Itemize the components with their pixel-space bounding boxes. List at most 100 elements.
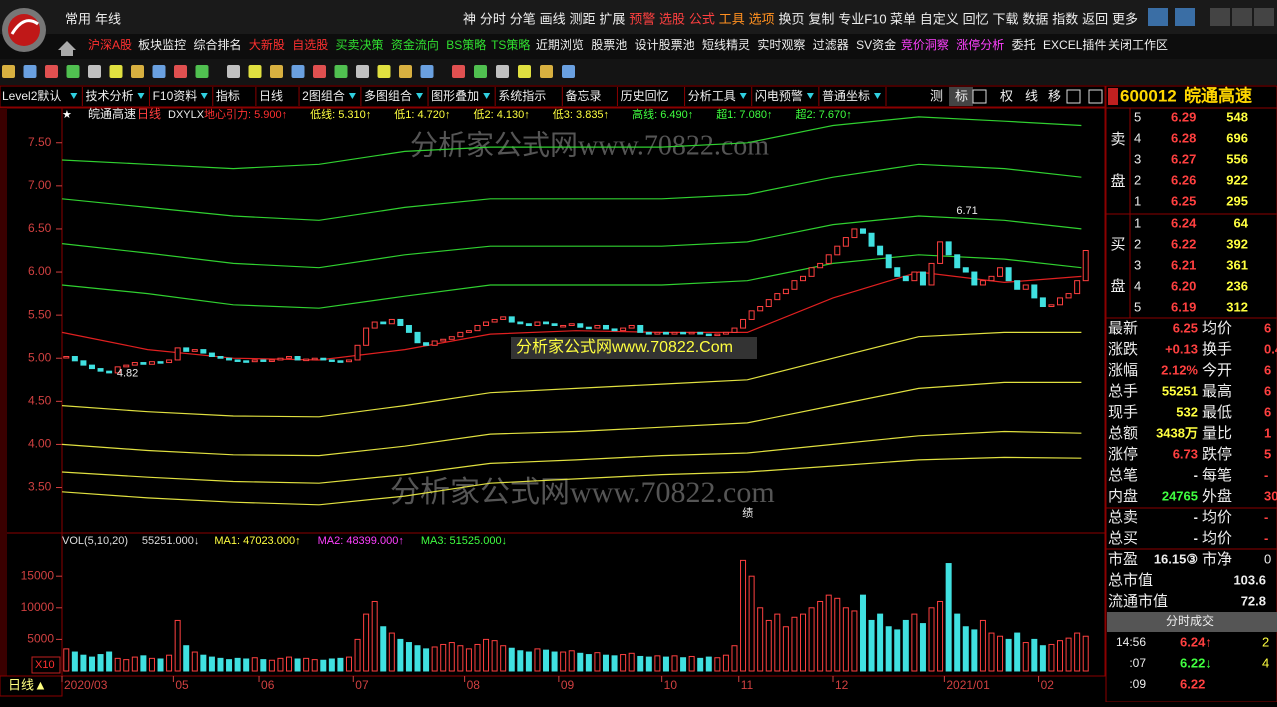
- menu-item[interactable]: 公式: [689, 11, 715, 26]
- tool-icon[interactable]: [2, 65, 15, 78]
- tool-icon[interactable]: [356, 65, 369, 78]
- menu-item[interactable]: 回忆: [963, 11, 989, 26]
- tab[interactable]: 备忘录: [565, 88, 601, 103]
- period-box[interactable]: [0, 675, 63, 697]
- tab-button[interactable]: 线: [1025, 88, 1038, 103]
- nav-item[interactable]: 自选股: [292, 38, 328, 52]
- menu-item[interactable]: 画线: [540, 11, 566, 26]
- tool-icon[interactable]: [227, 65, 240, 78]
- tab-icon[interactable]: [1066, 89, 1081, 104]
- menu-item[interactable]: 更多: [1112, 11, 1138, 26]
- nav-item[interactable]: 竞价洞察: [901, 38, 949, 52]
- tab[interactable]: 2图组合: [302, 88, 345, 103]
- tool-icon[interactable]: [377, 65, 391, 78]
- tool-icon[interactable]: [152, 65, 166, 78]
- tab-icon[interactable]: [1088, 89, 1103, 104]
- menu-item[interactable]: 分笔: [510, 11, 536, 26]
- tool-icon[interactable]: [248, 65, 262, 78]
- tool-icon[interactable]: [270, 65, 283, 78]
- dropdown-arrow[interactable]: [483, 93, 491, 99]
- nav-item[interactable]: 设计股票池: [635, 38, 695, 52]
- nav-item[interactable]: 过滤器: [813, 38, 849, 52]
- nav-item[interactable]: 实时观察: [757, 37, 805, 52]
- nav-item[interactable]: BS策略: [446, 37, 486, 52]
- tool-icon[interactable]: [452, 65, 465, 78]
- menu-item[interactable]: 数据: [1022, 11, 1048, 26]
- nav-item[interactable]: 大新股: [249, 37, 285, 52]
- nav-item[interactable]: 沪深A股: [88, 38, 132, 52]
- menu-item[interactable]: 预警: [629, 11, 655, 26]
- nav-item[interactable]: 股票池: [591, 38, 627, 52]
- tool-icon[interactable]: [313, 65, 326, 78]
- tab[interactable]: 多图组合: [364, 88, 412, 103]
- menu-item[interactable]: 扩展: [599, 11, 625, 26]
- tool-icon[interactable]: [66, 65, 80, 78]
- tool-icon[interactable]: [496, 65, 509, 78]
- tool-icon[interactable]: [474, 65, 487, 78]
- dropdown-arrow[interactable]: [416, 93, 424, 99]
- nav-item[interactable]: 关闭工作区: [1108, 38, 1168, 52]
- maximize-button[interactable]: [1232, 8, 1252, 26]
- menu-item[interactable]: 常用: [65, 11, 91, 26]
- tool-icon[interactable]: [334, 65, 348, 78]
- nav-item[interactable]: 综合排名: [193, 37, 241, 52]
- menu-item[interactable]: 指数: [1052, 11, 1078, 26]
- menu-item[interactable]: 工具: [719, 11, 745, 26]
- tab[interactable]: 技术分析: [85, 89, 133, 103]
- tool-icon[interactable]: [518, 65, 531, 78]
- dropdown-arrow[interactable]: [739, 93, 747, 99]
- tool-icon[interactable]: [540, 65, 553, 78]
- menu-item[interactable]: 年线: [95, 11, 121, 26]
- tool-icon[interactable]: [109, 65, 123, 78]
- nav-item[interactable]: 板块监控: [138, 38, 186, 52]
- nav-item[interactable]: 近期浏览: [536, 37, 584, 52]
- period-button[interactable]: 日线▲: [8, 677, 47, 692]
- dropdown-arrow[interactable]: [874, 93, 881, 99]
- tool-icon[interactable]: [88, 65, 101, 78]
- tab-button[interactable]: 移: [1048, 88, 1061, 103]
- menu-item[interactable]: 自定义: [920, 11, 959, 26]
- tab-button[interactable]: 标: [955, 88, 968, 103]
- tab[interactable]: 指标: [216, 88, 240, 103]
- tab[interactable]: F10资料: [153, 89, 198, 103]
- tool-icon[interactable]: [131, 65, 144, 78]
- nav-item[interactable]: 短线精灵: [702, 38, 750, 52]
- tab-icon[interactable]: [972, 89, 987, 104]
- home-icon[interactable]: [58, 41, 76, 56]
- menu-item[interactable]: 菜单: [890, 11, 916, 26]
- nav-item[interactable]: 买卖决策: [336, 38, 384, 52]
- menu-item[interactable]: 换页: [779, 11, 805, 26]
- tool-icon[interactable]: [399, 65, 412, 78]
- tab[interactable]: 分析工具: [688, 89, 736, 103]
- tab-button[interactable]: 测: [930, 88, 943, 103]
- menu-item[interactable]: 神: [463, 11, 476, 26]
- dropdown-arrow[interactable]: [806, 93, 814, 99]
- menu-item[interactable]: 测距: [569, 11, 595, 26]
- menu-item[interactable]: 返回: [1082, 11, 1108, 26]
- tab-button[interactable]: 权: [1000, 88, 1013, 103]
- menu-item[interactable]: 下载: [993, 11, 1019, 26]
- dropdown-arrow[interactable]: [70, 93, 78, 99]
- minimize-button[interactable]: [1210, 8, 1230, 26]
- tab[interactable]: 闪电预警: [755, 88, 803, 103]
- tab[interactable]: 历史回忆: [621, 89, 669, 103]
- tool-icon[interactable]: [420, 65, 434, 78]
- tool-icon[interactable]: [174, 65, 187, 78]
- tool-icon[interactable]: [195, 65, 209, 78]
- nav-item[interactable]: SV资金: [856, 37, 896, 52]
- tab[interactable]: 日线: [259, 89, 283, 103]
- dropdown-arrow[interactable]: [137, 93, 145, 99]
- menu-item[interactable]: 选项: [749, 11, 775, 26]
- tool-icon[interactable]: [562, 65, 575, 78]
- tool-icon[interactable]: [291, 65, 305, 78]
- tab[interactable]: 系统指示: [498, 88, 546, 103]
- window-button[interactable]: [1148, 8, 1168, 26]
- nav-item[interactable]: 委托: [1012, 38, 1036, 52]
- nav-item[interactable]: 涨停分析: [956, 37, 1004, 52]
- window-button[interactable]: [1175, 8, 1195, 26]
- nav-item[interactable]: EXCEL插件: [1043, 38, 1106, 52]
- tab[interactable]: 普通坐标: [822, 89, 870, 103]
- menu-item[interactable]: 分时: [480, 11, 506, 26]
- nav-item[interactable]: TS策略: [491, 37, 530, 52]
- nav-item[interactable]: 资金流向: [391, 37, 439, 52]
